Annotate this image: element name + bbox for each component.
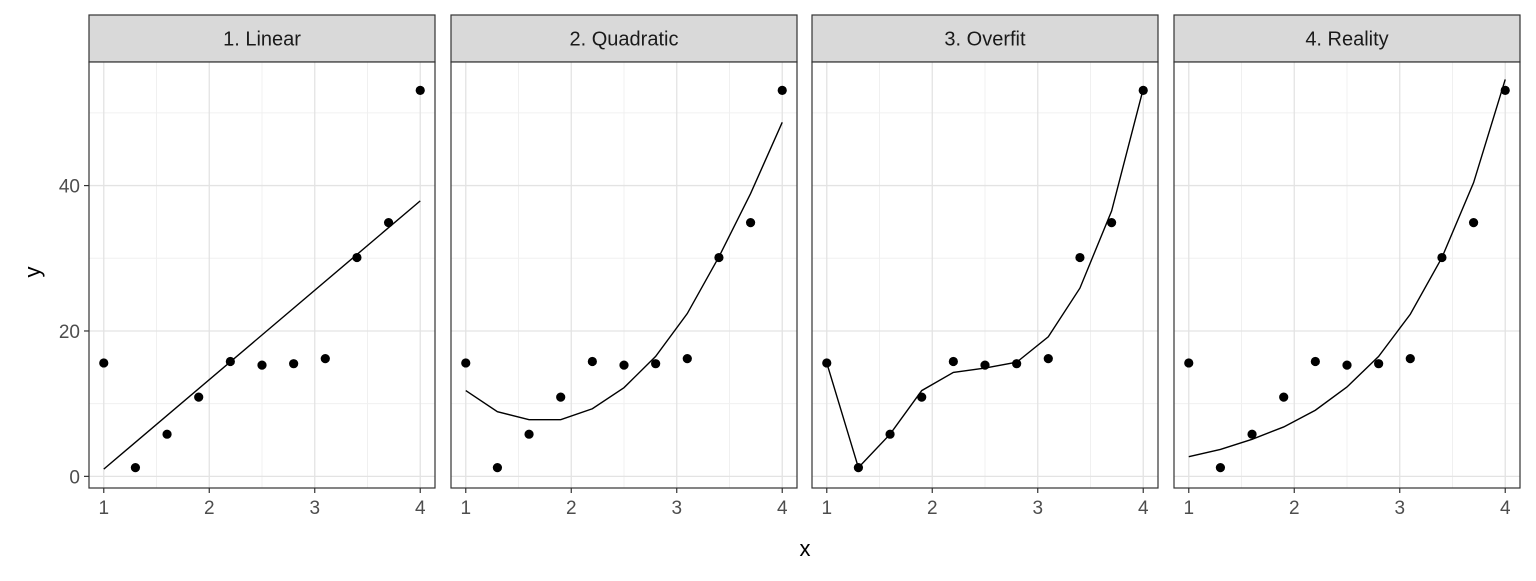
facet-title: 1. Linear	[223, 29, 301, 51]
data-point	[1012, 359, 1022, 369]
fit-line	[103, 200, 421, 470]
panel-border	[88, 61, 436, 489]
data-point	[1075, 252, 1085, 263]
data-point	[556, 392, 566, 402]
data-point	[587, 356, 597, 367]
panel-4: 4. Reality 1 2 3 4	[1173, 14, 1521, 519]
panel-1: 1. Linear 1 2 3 4	[88, 14, 436, 519]
data-point	[980, 360, 990, 370]
panel-2: 2. Quadratic 1 2 3 4	[450, 14, 798, 519]
y-axis-title: y	[20, 267, 45, 278]
x-tick-label: 1	[460, 498, 471, 519]
data-point	[194, 392, 204, 402]
panel-3: 3. Overfit 1 2 3 4	[811, 14, 1159, 519]
facet-title: 2. Quadratic	[570, 29, 679, 51]
data-point	[917, 392, 927, 402]
data-point	[651, 359, 661, 369]
y-tick-label: 40	[59, 177, 80, 198]
data-point	[524, 429, 534, 439]
data-point	[1247, 429, 1257, 439]
data-point	[1437, 252, 1447, 263]
data-point	[1184, 358, 1194, 368]
x-tick-label: 1	[821, 498, 832, 519]
y-tick-label: 20	[59, 322, 80, 343]
data-point	[1138, 85, 1148, 95]
x-tick-label: 1	[98, 498, 109, 519]
data-point	[162, 429, 172, 439]
data-point	[948, 356, 958, 367]
data-point	[1279, 392, 1289, 402]
data-point	[1374, 359, 1384, 369]
x-axis-title: x	[800, 536, 811, 561]
data-point	[745, 218, 756, 228]
panel-border	[450, 61, 798, 489]
x-tick-label: 3	[309, 498, 320, 519]
facet-strip	[811, 14, 1159, 63]
x-tick-label: 4	[777, 498, 788, 519]
x-tick-label: 3	[1394, 498, 1405, 519]
data-point	[257, 360, 267, 370]
facet-title: 3. Overfit	[944, 29, 1026, 51]
x-tick-label: 2	[204, 498, 215, 519]
data-point	[853, 463, 864, 473]
data-point	[1405, 354, 1415, 364]
data-point	[1500, 85, 1510, 95]
data-point	[99, 358, 109, 368]
facet-title: 4. Reality	[1305, 29, 1388, 51]
data-point	[822, 358, 832, 368]
data-point	[1215, 463, 1226, 473]
data-point	[130, 463, 141, 473]
x-tick-label: 2	[927, 498, 938, 519]
panel-border	[1173, 61, 1521, 489]
data-point	[320, 354, 330, 364]
data-point	[714, 252, 724, 263]
data-point	[383, 218, 394, 228]
data-point	[461, 358, 471, 368]
data-point	[289, 359, 299, 369]
x-tick-label: 4	[1500, 498, 1511, 519]
data-point	[1468, 218, 1479, 228]
data-point	[1106, 218, 1117, 228]
data-point	[1342, 360, 1352, 370]
facet-strip	[450, 14, 798, 63]
data-point	[682, 354, 692, 364]
panel-border	[811, 61, 1159, 489]
data-point	[225, 356, 235, 367]
facet-strip	[88, 14, 436, 63]
data-point	[885, 429, 895, 439]
data-point	[492, 463, 503, 473]
x-tick-label: 3	[671, 498, 682, 519]
fit-line	[1188, 79, 1506, 458]
data-point	[777, 85, 787, 95]
x-tick-label: 2	[1289, 498, 1300, 519]
data-point	[352, 252, 362, 263]
x-tick-label: 4	[415, 498, 426, 519]
x-tick-label: 4	[1138, 498, 1149, 519]
data-point	[1310, 356, 1320, 367]
data-point	[415, 85, 425, 95]
y-tick-label: 0	[69, 467, 80, 488]
data-point	[619, 360, 629, 370]
data-point	[1043, 354, 1053, 364]
x-tick-label: 1	[1183, 498, 1194, 519]
x-tick-label: 2	[566, 498, 577, 519]
fit-line	[465, 122, 783, 421]
x-tick-label: 3	[1032, 498, 1043, 519]
